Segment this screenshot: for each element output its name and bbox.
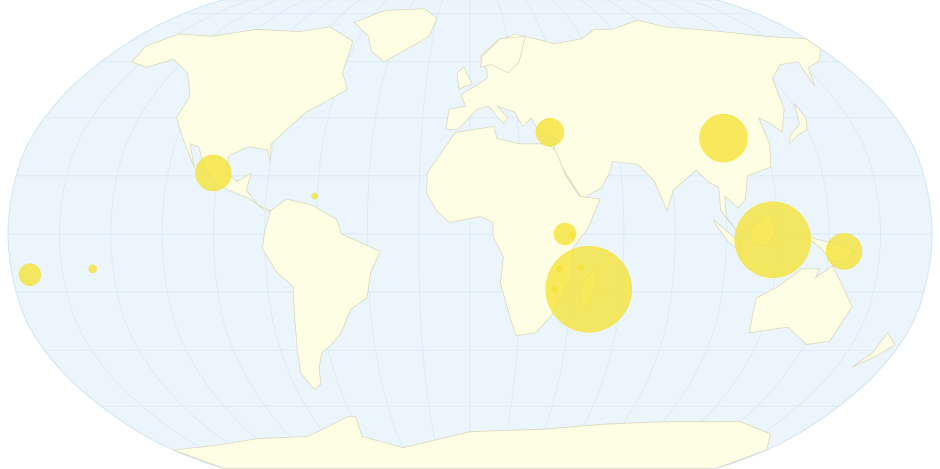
data-bubble bbox=[88, 264, 97, 274]
data-bubble bbox=[734, 201, 811, 279]
land-south-america bbox=[261, 198, 381, 391]
data-bubble bbox=[535, 118, 565, 147]
data-bubble bbox=[195, 154, 232, 192]
data-bubble bbox=[545, 245, 632, 333]
data-bubble bbox=[18, 263, 42, 286]
land-masses bbox=[131, 8, 896, 469]
data-bubble bbox=[311, 192, 318, 200]
land-new-zealand bbox=[851, 332, 896, 368]
land-arabia-britain bbox=[456, 66, 473, 90]
data-bubble bbox=[555, 265, 563, 273]
data-bubble bbox=[825, 233, 863, 270]
data-bubble bbox=[568, 232, 575, 239]
land-antarctica bbox=[173, 416, 771, 469]
land-japan bbox=[788, 103, 808, 146]
land-scandinavia bbox=[479, 35, 526, 74]
data-bubble bbox=[553, 222, 577, 246]
bubble-layer bbox=[18, 113, 863, 333]
data-bubble bbox=[577, 264, 585, 271]
land-north-america bbox=[131, 26, 354, 212]
data-bubble bbox=[551, 285, 558, 293]
land-greenland bbox=[353, 8, 438, 63]
land-australia bbox=[748, 265, 853, 345]
data-bubble bbox=[699, 113, 748, 163]
